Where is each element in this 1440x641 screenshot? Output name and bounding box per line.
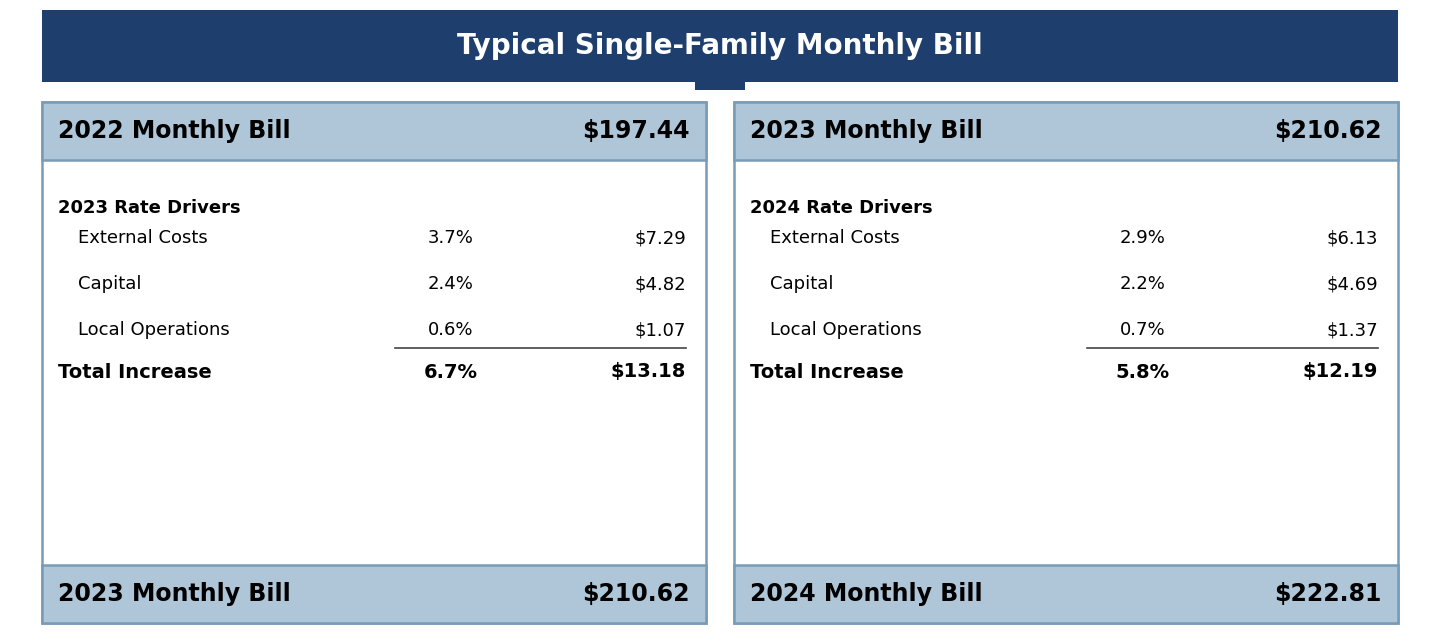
Text: $4.69: $4.69 <box>1326 275 1378 293</box>
Text: $4.82: $4.82 <box>635 275 685 293</box>
Text: $12.19: $12.19 <box>1303 363 1378 381</box>
Text: External Costs: External Costs <box>770 229 900 247</box>
Text: $210.62: $210.62 <box>583 582 690 606</box>
Text: Capital: Capital <box>770 275 834 293</box>
Text: Typical Single-Family Monthly Bill: Typical Single-Family Monthly Bill <box>456 32 984 60</box>
Bar <box>42 102 706 623</box>
Bar <box>734 565 1398 623</box>
Text: Total Increase: Total Increase <box>750 363 904 381</box>
Text: External Costs: External Costs <box>78 229 207 247</box>
Text: $1.37: $1.37 <box>1326 321 1378 339</box>
Text: $6.13: $6.13 <box>1326 229 1378 247</box>
Text: $13.18: $13.18 <box>611 363 685 381</box>
Text: 2023 Rate Drivers: 2023 Rate Drivers <box>58 199 240 217</box>
Text: 0.7%: 0.7% <box>1119 321 1165 339</box>
Text: 2.9%: 2.9% <box>1119 229 1165 247</box>
Text: $1.07: $1.07 <box>635 321 685 339</box>
Text: $197.44: $197.44 <box>583 119 690 143</box>
Text: 6.7%: 6.7% <box>423 363 478 381</box>
Text: 2022 Monthly Bill: 2022 Monthly Bill <box>58 119 291 143</box>
Text: 2024 Rate Drivers: 2024 Rate Drivers <box>750 199 933 217</box>
Bar <box>42 10 1398 82</box>
Text: Capital: Capital <box>78 275 141 293</box>
Text: 2024 Monthly Bill: 2024 Monthly Bill <box>750 582 982 606</box>
Bar <box>734 102 1398 160</box>
Text: 2.4%: 2.4% <box>428 275 474 293</box>
Text: $222.81: $222.81 <box>1274 582 1382 606</box>
Bar <box>734 102 1398 623</box>
Text: $7.29: $7.29 <box>634 229 685 247</box>
Text: Local Operations: Local Operations <box>78 321 230 339</box>
Text: Total Increase: Total Increase <box>58 363 212 381</box>
Text: 2023 Monthly Bill: 2023 Monthly Bill <box>750 119 982 143</box>
Text: 5.8%: 5.8% <box>1116 363 1169 381</box>
Bar <box>42 565 706 623</box>
Text: $210.62: $210.62 <box>1274 119 1382 143</box>
Bar <box>42 102 706 160</box>
Bar <box>696 82 744 90</box>
Text: 3.7%: 3.7% <box>428 229 474 247</box>
Text: 2.2%: 2.2% <box>1119 275 1165 293</box>
Text: 2023 Monthly Bill: 2023 Monthly Bill <box>58 582 291 606</box>
Text: Local Operations: Local Operations <box>770 321 922 339</box>
Text: 0.6%: 0.6% <box>428 321 474 339</box>
